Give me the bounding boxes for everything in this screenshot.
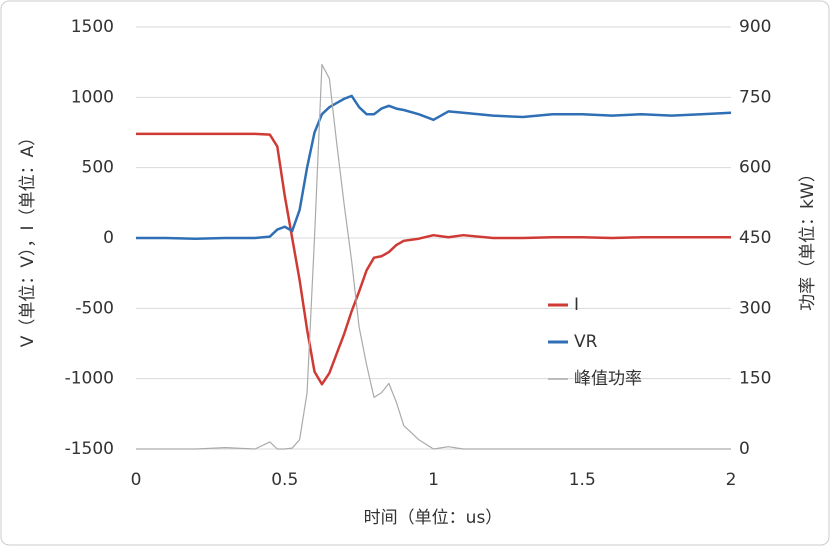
y-tick-label: -500 (75, 298, 114, 318)
x-tick-label: 1.5 (569, 470, 596, 490)
y-axis-label: V（单位：V），I（单位：A） (18, 129, 38, 347)
series-line (136, 132, 731, 386)
x-tick-label: 0.5 (271, 470, 298, 490)
series-line (136, 63, 731, 450)
y2-tick-label: 450 (739, 228, 771, 248)
y-tick-label: -1000 (65, 369, 114, 389)
legend-label: 峰值功率 (574, 369, 642, 389)
y2-tick-label: 900 (739, 17, 771, 37)
y2-tick-label: 600 (739, 158, 771, 178)
x-tick-label: 1 (428, 470, 439, 490)
y2-tick-label: 300 (739, 298, 771, 318)
x-tick-label: 2 (726, 470, 737, 490)
y2-tick-label: 750 (739, 87, 771, 107)
y-tick-label: 1500 (71, 17, 114, 37)
y-tick-label: -1500 (65, 439, 114, 459)
x-axis-label: 时间（单位：us） (364, 508, 503, 528)
x-tick-label: 0 (131, 470, 142, 490)
y-tick-label: 500 (82, 158, 114, 178)
y-tick-label: 0 (103, 228, 114, 248)
y2-axis-label: 功率（单位：kW） (798, 165, 818, 311)
y2-tick-label: 150 (739, 369, 771, 389)
y2-tick-label: 0 (739, 439, 750, 459)
y-tick-label: 1000 (71, 87, 114, 107)
series-line (136, 94, 732, 240)
legend-label: VR (574, 332, 598, 352)
legend-label: I (574, 295, 579, 315)
